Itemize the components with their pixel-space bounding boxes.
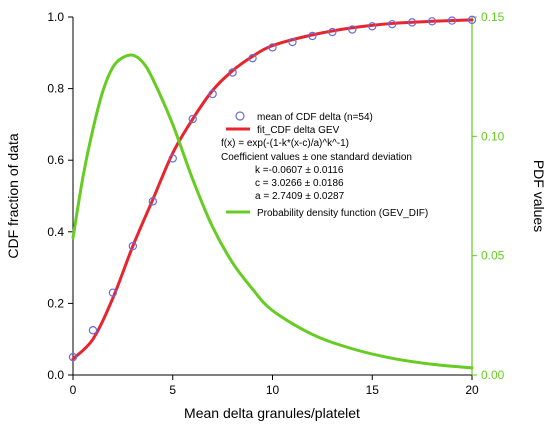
legend-label-markers: mean of CDF delta (n=54): [257, 112, 373, 123]
cdf-data-point: [368, 22, 377, 31]
series-layer: [68, 15, 477, 370]
pdf-series-line: [71, 53, 474, 370]
left-y-tick-label: 0.2: [47, 296, 64, 310]
cdf-data-point: [88, 326, 98, 335]
left-y-tick-label: 0.8: [47, 82, 64, 96]
legend-coefficient-c: c = 3.0266 ± 0.0186: [255, 178, 344, 189]
right-y-tick-label: 0.00: [481, 368, 505, 382]
x-tick-label: 0: [70, 383, 77, 397]
cdf-data-point: [248, 53, 257, 63]
left-y-axis-ticks: 0.0 0.2 0.4 0.6 0.8 1.0: [47, 10, 73, 382]
cdf-data-point: [447, 16, 457, 25]
cdf-data-point: [128, 241, 138, 251]
cdf-data-point: [388, 19, 397, 29]
right-y-axis-title: PDF values: [531, 160, 547, 232]
left-y-tick-label: 0.0: [47, 368, 64, 382]
cdf-data-point: [348, 25, 357, 34]
left-y-axis-title: CDF fraction of data: [5, 133, 21, 258]
legend-coefficient-header: Coefficient values ± one standard deviat…: [221, 152, 412, 163]
cdf-data-point: [308, 31, 317, 41]
right-y-tick-label: 0.15: [481, 10, 505, 24]
cdf-data-point: [168, 154, 177, 163]
cdf-data-point: [228, 68, 237, 77]
legend-coefficient-k: k =-0.0607 ± 0.0116: [255, 165, 344, 176]
left-y-tick-label: 0.4: [47, 225, 64, 239]
x-axis-ticks: 0 5 10 15 20: [70, 375, 479, 397]
left-y-tick-label: 1.0: [47, 10, 64, 24]
right-y-tick-label: 0.05: [481, 249, 505, 263]
cdf-data-point: [288, 37, 297, 47]
legend-marker-symbol: [235, 111, 245, 121]
fit-cdf-series-line: [71, 18, 474, 361]
cdf-data-point: [188, 114, 197, 124]
x-tick-label: 5: [169, 383, 176, 397]
cdf-data-point: [407, 18, 417, 27]
cdf-data-point: [148, 197, 157, 206]
cdf-data-point: [68, 352, 78, 362]
left-y-tick-label: 0.6: [47, 153, 64, 167]
legend-fit-equation: f(x) = exp(-(1-k*(x-c)/a)^k^-1): [221, 138, 349, 149]
legend-label-pdf: Probability density function (GEV_DIF): [257, 208, 428, 219]
right-y-axis-ticks: 0.00 0.05 0.10 0.15: [472, 10, 505, 382]
cdf-data-point: [328, 27, 337, 37]
x-tick-label: 10: [266, 383, 280, 397]
x-axis-title: Mean delta granules/platelet: [184, 405, 360, 421]
x-tick-label: 15: [366, 383, 380, 397]
cdf-data-point: [427, 17, 437, 26]
legend: mean of CDF delta (n=54) fit_CDF delta G…: [221, 111, 428, 219]
legend-label-fit: fit_CDF delta GEV: [257, 125, 340, 136]
cdf-data-point: [208, 89, 217, 99]
legend-coefficient-a: a = 2.7409 ± 0.0287: [255, 191, 345, 202]
cdf-data-point: [108, 288, 118, 297]
cdf-data-point: [268, 43, 277, 52]
x-tick-label: 20: [465, 383, 479, 397]
right-y-tick-label: 0.10: [481, 129, 505, 143]
cdf-data-point: [467, 15, 477, 25]
